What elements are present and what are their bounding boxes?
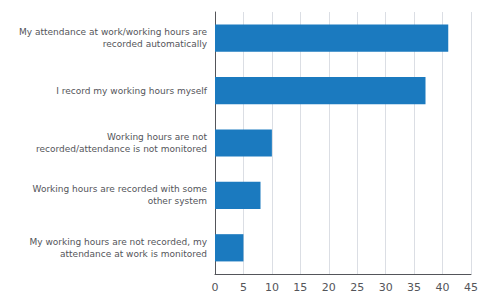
svg-text:other system: other system [148, 196, 207, 206]
svg-text:recorded automatically: recorded automatically [103, 39, 208, 49]
svg-text:Working hours are recorded wit: Working hours are recorded with some [33, 184, 208, 194]
svg-text:recorded/attendance is not mon: recorded/attendance is not monitored [36, 144, 207, 154]
svg-text:My working hours are not recor: My working hours are not recorded, my [29, 237, 207, 247]
svg-text:10: 10 [265, 281, 279, 294]
svg-text:15: 15 [293, 281, 307, 294]
svg-text:35: 35 [407, 281, 421, 294]
svg-text:20: 20 [322, 281, 336, 294]
svg-text:30: 30 [379, 281, 393, 294]
svg-text:My attendance at work/working: My attendance at work/working hours are [19, 27, 208, 37]
svg-text:I record my working hours myse: I record my working hours myself [56, 86, 208, 96]
svg-text:Working hours are not: Working hours are not [107, 132, 207, 142]
svg-text:0: 0 [212, 281, 219, 294]
svg-text:attendance at work is monitore: attendance at work is monitored [60, 249, 207, 259]
svg-text:5: 5 [240, 281, 247, 294]
svg-text:45: 45 [464, 281, 478, 294]
svg-text:25: 25 [350, 281, 364, 294]
svg-text:40: 40 [436, 281, 450, 294]
